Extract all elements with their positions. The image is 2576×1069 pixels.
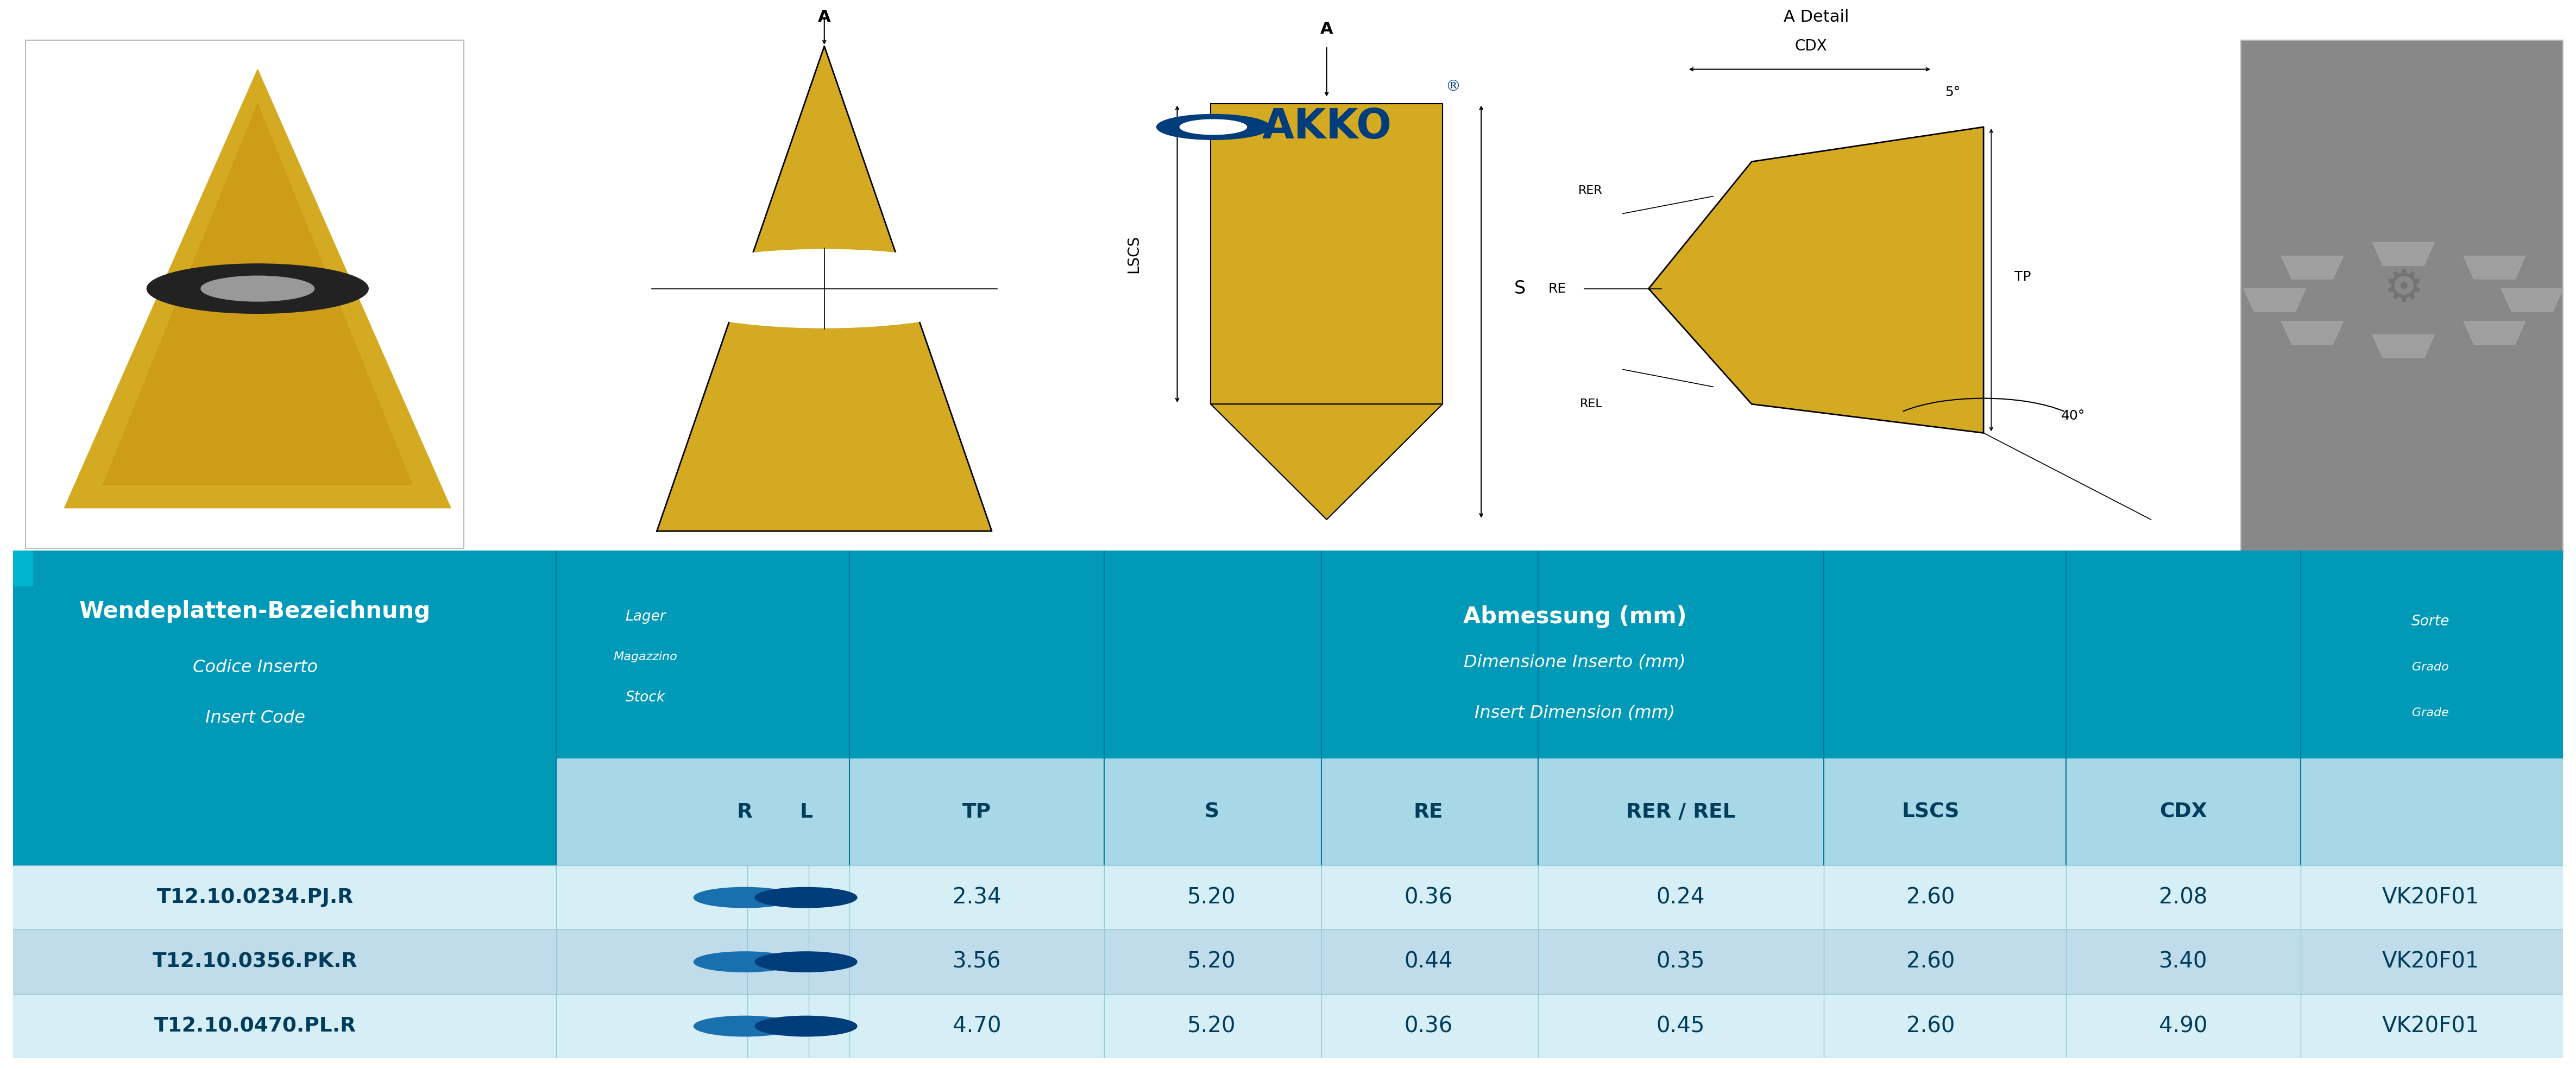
Text: Codice Inserto: Codice Inserto (193, 659, 317, 676)
Polygon shape (657, 46, 992, 531)
Text: T12.10.0470.PL.R: T12.10.0470.PL.R (155, 1017, 355, 1036)
Text: 0.35: 0.35 (1656, 951, 1705, 973)
Text: Grado: Grado (2411, 662, 2450, 672)
Circle shape (1180, 120, 1247, 135)
Text: ®: ® (1445, 79, 1461, 94)
Polygon shape (2244, 289, 2306, 312)
Text: 5°: 5° (1945, 86, 1960, 98)
Circle shape (201, 276, 314, 301)
Bar (13, 994, 2563, 1058)
Polygon shape (103, 104, 412, 485)
Circle shape (649, 249, 999, 328)
Bar (556, 759, 2563, 866)
Text: LSCS: LSCS (1126, 235, 1141, 273)
Bar (2241, 41, 2563, 560)
Circle shape (693, 951, 796, 972)
Text: CDX: CDX (1795, 38, 1826, 53)
Polygon shape (1211, 404, 1443, 520)
Text: Insert Dimension (mm): Insert Dimension (mm) (1473, 704, 1674, 722)
Text: S: S (1203, 802, 1218, 822)
Text: AKKO: AKKO (1262, 107, 1391, 148)
Bar (13, 866, 2563, 930)
Text: Grade: Grade (2411, 708, 2450, 718)
Text: 5.20: 5.20 (1188, 951, 1236, 973)
Text: 3.56: 3.56 (953, 951, 1002, 973)
Text: 0.24: 0.24 (1656, 886, 1705, 909)
Text: T12.10.0356.PK.R: T12.10.0356.PK.R (152, 952, 358, 972)
Bar (26, 41, 464, 548)
Polygon shape (2463, 322, 2524, 344)
Text: 2.60: 2.60 (1906, 1016, 1955, 1037)
Text: Stock: Stock (626, 691, 665, 704)
Polygon shape (2372, 335, 2434, 358)
Text: 0.36: 0.36 (1404, 1016, 1453, 1037)
Bar (8, 545, 33, 586)
Text: RE: RE (1548, 282, 1566, 295)
Text: Wendeplatten-Bezeichnung: Wendeplatten-Bezeichnung (80, 600, 430, 623)
Text: IC Ø13: IC Ø13 (796, 580, 853, 597)
Text: 4.70: 4.70 (953, 1016, 1002, 1037)
Polygon shape (2372, 243, 2434, 265)
Text: 4.90: 4.90 (2159, 1016, 2208, 1037)
Text: Lager: Lager (626, 609, 665, 623)
Circle shape (755, 887, 858, 908)
Text: A: A (1321, 21, 1332, 36)
Text: 40°: 40° (2061, 409, 2084, 422)
Circle shape (1157, 114, 1270, 140)
Text: Insert Code: Insert Code (206, 710, 304, 727)
Text: 2.08: 2.08 (2159, 886, 2208, 909)
FancyBboxPatch shape (0, 543, 2576, 1066)
Text: S: S (1515, 280, 1525, 297)
Circle shape (693, 1016, 796, 1036)
Circle shape (755, 1016, 858, 1036)
Text: Sorte: Sorte (2411, 615, 2450, 629)
Circle shape (147, 264, 368, 313)
Text: TP: TP (2014, 270, 2030, 283)
FancyBboxPatch shape (0, 543, 2576, 873)
Polygon shape (2463, 255, 2524, 279)
Text: T12.10.0234.PJ.R: T12.10.0234.PJ.R (157, 887, 353, 908)
Text: VK20F01: VK20F01 (2383, 886, 2478, 909)
Text: 5.20: 5.20 (1188, 1016, 1236, 1037)
Text: RER: RER (1579, 185, 1602, 196)
Polygon shape (64, 69, 451, 508)
Text: L: L (799, 802, 811, 822)
Text: 0.36: 0.36 (1404, 886, 1453, 909)
Text: LSCS: LSCS (1901, 802, 1960, 822)
Bar (13, 930, 2563, 994)
Text: TP: TP (963, 802, 992, 822)
Polygon shape (2501, 289, 2563, 312)
Text: R: R (737, 802, 752, 822)
Text: RE: RE (1414, 802, 1443, 822)
Text: A Detail: A Detail (1783, 10, 1850, 26)
Text: CDX: CDX (2159, 802, 2208, 822)
Text: 0.45: 0.45 (1656, 1016, 1705, 1037)
Text: ⚙: ⚙ (2383, 266, 2424, 311)
Text: A: A (819, 10, 829, 26)
Polygon shape (1211, 104, 1443, 404)
Text: Abmessung (mm): Abmessung (mm) (1463, 605, 1687, 628)
Text: Dimensione Inserto (mm): Dimensione Inserto (mm) (1463, 654, 1685, 670)
Circle shape (693, 887, 796, 908)
Text: 2.34: 2.34 (953, 886, 1002, 909)
Text: 2.60: 2.60 (1906, 951, 1955, 973)
Text: 3.40: 3.40 (2159, 951, 2208, 973)
Text: Magazzino: Magazzino (613, 652, 677, 663)
Polygon shape (2282, 322, 2344, 344)
Polygon shape (2282, 255, 2344, 279)
Text: REL: REL (1579, 399, 1602, 409)
Text: RER / REL: RER / REL (1625, 802, 1736, 822)
Circle shape (755, 951, 858, 972)
Polygon shape (1649, 127, 1984, 433)
Text: VK20F01: VK20F01 (2383, 951, 2478, 973)
Text: 5.20: 5.20 (1188, 886, 1236, 909)
Text: 2.60: 2.60 (1906, 886, 1955, 909)
Text: 0.44: 0.44 (1404, 951, 1453, 973)
Text: VK20F01: VK20F01 (2383, 1016, 2478, 1037)
